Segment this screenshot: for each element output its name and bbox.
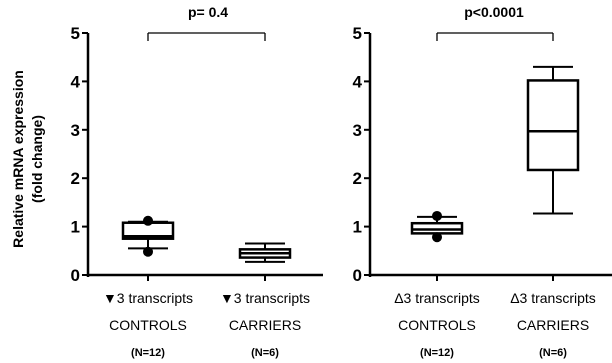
p-value-right: p<0.0001: [464, 4, 524, 20]
outlier-left-1-1: [143, 246, 153, 257]
category-label-left-2-line1: ▼3 transcripts: [220, 290, 310, 306]
y-tick-label-right-0: 0: [353, 266, 362, 285]
outlier-right-1-2: [432, 210, 442, 221]
category-label-right-2-line1: Δ3 transcripts: [510, 290, 596, 306]
y-tick-label-right-3: 3: [353, 121, 362, 140]
outlier-left-1-2: [143, 215, 153, 226]
n-label-left-2: (N=6): [251, 347, 279, 359]
category-label-left-2-line2: CARRIERS: [229, 317, 301, 333]
category-label-left-1-line2: CONTROLS: [109, 317, 187, 333]
y-tick-label-left-3: 3: [71, 121, 80, 140]
category-label-right-1-line2: CONTROLS: [398, 317, 476, 333]
n-label-right-1: (N=12): [420, 347, 454, 359]
y-tick-label-right-4: 4: [353, 72, 363, 91]
box-right-2: [526, 79, 580, 172]
y-tick-label-right-2: 2: [353, 169, 362, 188]
category-label-right-2-line2: CARRIERS: [517, 317, 589, 333]
y-axis-label-line2: (fold change): [29, 115, 45, 203]
category-label-right-1-line1: Δ3 transcripts: [394, 290, 480, 306]
y-tick-label-left-2: 2: [71, 169, 80, 188]
outlier-right-1-1: [432, 232, 442, 243]
y-tick-label-left-4: 4: [71, 72, 81, 91]
p-value-left: p= 0.4: [188, 4, 228, 20]
y-tick-label-left-1: 1: [71, 218, 80, 237]
y-tick-label-left-0: 0: [71, 266, 80, 285]
n-label-right-2: (N=6): [539, 347, 567, 359]
y-tick-label-right-5: 5: [353, 24, 362, 43]
category-label-left-1-line1: ▼3 transcripts: [103, 290, 193, 306]
y-axis-label-line1: Relative mRNA expression: [10, 70, 26, 248]
y-tick-label-right-1: 1: [353, 218, 362, 237]
y-tick-label-left-5: 5: [71, 24, 80, 43]
n-label-left-1: (N=12): [131, 347, 165, 359]
